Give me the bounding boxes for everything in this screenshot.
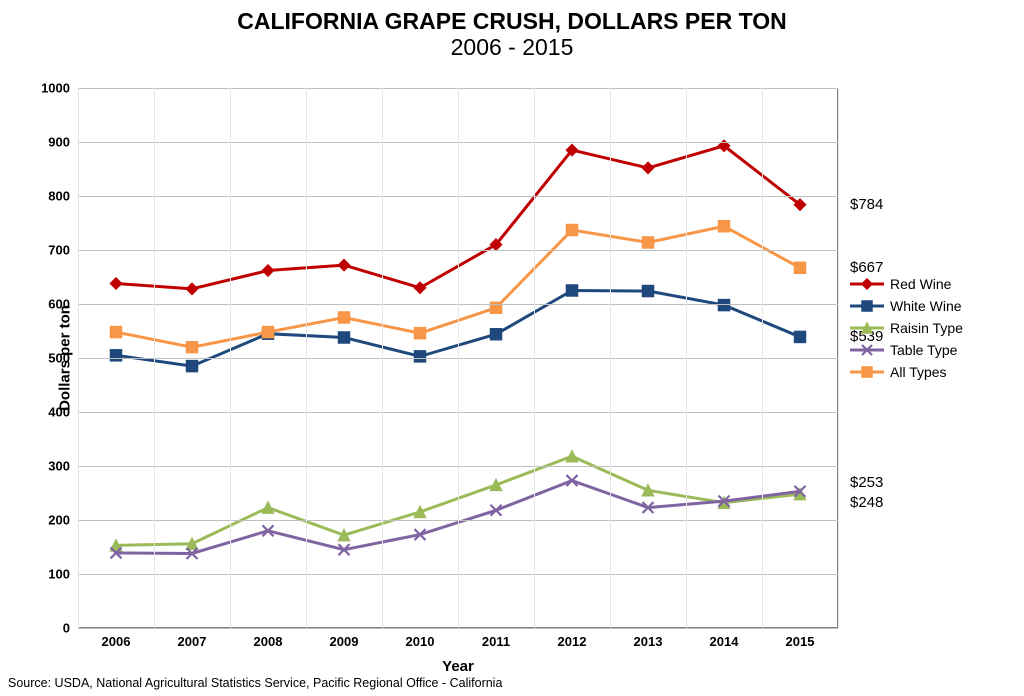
gridline-v: [230, 88, 231, 628]
legend-item: White Wine: [850, 298, 1010, 314]
gridline-v: [534, 88, 535, 628]
series-marker: [415, 351, 426, 362]
ytick-label: 500: [48, 351, 70, 366]
legend-label: All Types: [890, 364, 947, 380]
ytick-label: 0: [63, 621, 70, 636]
ytick-label: 700: [48, 243, 70, 258]
series-marker: [719, 221, 730, 232]
series-marker: [187, 342, 198, 353]
legend-label: Red Wine: [890, 276, 951, 292]
chart-title-block: CALIFORNIA GRAPE CRUSH, DOLLARS PER TON …: [0, 0, 1024, 61]
series-end-label: $253: [850, 474, 883, 491]
ytick-label: 800: [48, 189, 70, 204]
series-marker: [263, 265, 274, 276]
legend-swatch: [850, 343, 884, 357]
xtick-label: 2014: [710, 634, 739, 649]
xtick-label: 2012: [558, 634, 587, 649]
series-marker: [339, 312, 350, 323]
series-end-label: $248: [850, 494, 883, 511]
legend: Red Wine White Wine Raisin Type Table Type A…: [850, 270, 1010, 386]
gridline-v: [78, 88, 79, 628]
legend-label: Raisin Type: [890, 320, 963, 336]
xtick-label: 2015: [786, 634, 815, 649]
legend-item: Table Type: [850, 342, 1010, 358]
gridline-v: [610, 88, 611, 628]
xtick-label: 2013: [634, 634, 663, 649]
series-marker: [111, 327, 122, 338]
chart-title-main: CALIFORNIA GRAPE CRUSH, DOLLARS PER TON: [0, 8, 1024, 34]
series-marker: [187, 361, 198, 372]
ytick-label: 100: [48, 567, 70, 582]
legend-swatch: [850, 365, 884, 379]
series-marker: [339, 332, 350, 343]
series-marker: [795, 262, 806, 273]
series-marker: [415, 328, 426, 339]
xtick-label: 2009: [330, 634, 359, 649]
series-marker: [567, 285, 578, 296]
gridline-v: [838, 88, 839, 628]
ytick-label: 600: [48, 297, 70, 312]
xtick-label: 2007: [178, 634, 207, 649]
gridline-v: [154, 88, 155, 628]
series-marker: [719, 300, 730, 311]
series-marker: [643, 162, 654, 173]
xtick-label: 2011: [482, 634, 510, 649]
legend-item: All Types: [850, 364, 1010, 380]
gridline-v: [382, 88, 383, 628]
series-marker: [491, 329, 502, 340]
series-marker: [339, 260, 350, 271]
ytick-label: 200: [48, 513, 70, 528]
series-marker: [111, 350, 122, 361]
ytick-label: 900: [48, 135, 70, 150]
legend-item: Red Wine: [850, 276, 1010, 292]
series-marker: [795, 331, 806, 342]
legend-swatch: [850, 321, 884, 335]
series-end-label: $784: [850, 196, 883, 213]
legend-swatch: [850, 299, 884, 313]
xtick-label: 2010: [406, 634, 435, 649]
x-axis-title: Year: [442, 658, 474, 675]
ytick-label: 400: [48, 405, 70, 420]
gridline-v: [686, 88, 687, 628]
source-citation: Source: USDA, National Agricultural Stat…: [8, 676, 502, 690]
chart-title-sub: 2006 - 2015: [0, 34, 1024, 60]
gridline-v: [762, 88, 763, 628]
series-marker: [643, 286, 654, 297]
plot-area: Dollars per ton Year 0100200300400500600…: [78, 88, 838, 628]
legend-label: Table Type: [890, 342, 957, 358]
series-marker: [643, 237, 654, 248]
series-marker: [111, 278, 122, 289]
series-marker: [567, 225, 578, 236]
legend-swatch: [850, 277, 884, 291]
ytick-label: 300: [48, 459, 70, 474]
ytick-label: 1000: [41, 81, 70, 96]
chart-container: CALIFORNIA GRAPE CRUSH, DOLLARS PER TON …: [0, 0, 1024, 696]
gridline-v: [458, 88, 459, 628]
legend-item: Raisin Type: [850, 320, 1010, 336]
gridline-v: [306, 88, 307, 628]
legend-label: White Wine: [890, 298, 962, 314]
gridline-h: [78, 628, 838, 629]
series-marker: [187, 283, 198, 294]
xtick-label: 2006: [102, 634, 131, 649]
xtick-label: 2008: [254, 634, 283, 649]
series-marker: [263, 327, 274, 338]
